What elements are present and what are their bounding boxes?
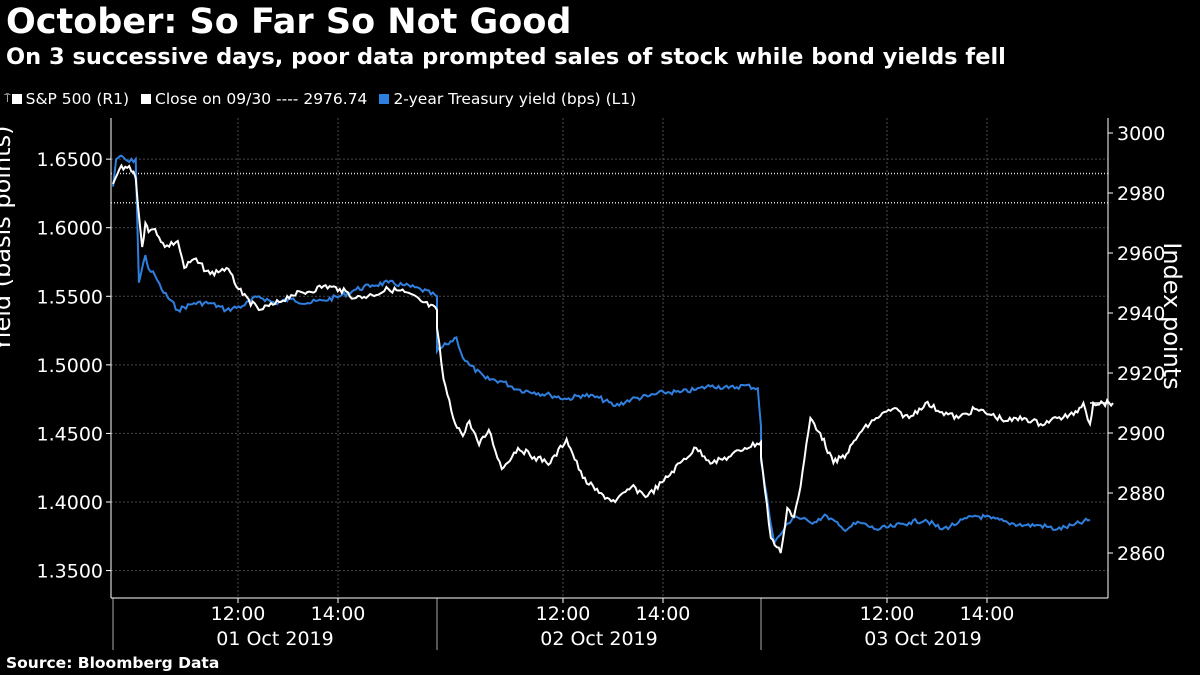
series-line-treasury — [112, 154, 1091, 547]
tick-label-time: 14:00 — [960, 603, 1015, 625]
tick-label-time: 12:00 — [860, 603, 915, 625]
axes — [106, 118, 1113, 650]
pin-icon: ⍑ — [4, 92, 11, 105]
day-label: 01 Oct 2019 — [216, 628, 333, 650]
tick-label-right: 2960 — [1117, 243, 1165, 265]
day-label: 03 Oct 2019 — [864, 628, 981, 650]
tick-label-left: 1.5500 — [37, 286, 103, 308]
series-line-sp500 — [112, 163, 1114, 554]
tick-label-right: 3000 — [1117, 123, 1165, 145]
tick-label-right: 2860 — [1117, 543, 1165, 565]
y-axis-right-title: Index points — [1158, 242, 1186, 390]
legend-label-close: Close on 09/30 ---- 2976.74 — [155, 90, 368, 108]
chart-title: October: So Far So Not Good — [6, 2, 572, 42]
tick-label-right: 2880 — [1117, 483, 1165, 505]
tick-label-left: 1.4500 — [37, 423, 103, 445]
tick-label-left: 1.3500 — [37, 561, 103, 583]
legend-item-sp500[interactable]: ⍑ S&P 500 (R1) — [4, 90, 129, 108]
legend-swatch-close — [141, 94, 152, 104]
y-axis-left-title: Yield (basis points) — [0, 125, 16, 352]
tick-label-right: 2920 — [1117, 363, 1165, 385]
tick-label-left: 1.5000 — [37, 355, 103, 377]
tick-label-time: 12:00 — [211, 603, 266, 625]
legend-label-treasury: 2-year Treasury yield (bps) (L1) — [393, 90, 637, 108]
legend-label-sp500: S&P 500 (R1) — [25, 90, 130, 108]
tick-label-left: 1.6000 — [37, 218, 103, 240]
legend-item-treasury[interactable]: 2-year Treasury yield (bps) (L1) — [379, 90, 636, 108]
tick-label-time: 14:00 — [636, 603, 691, 625]
axis-labels: 1.3500 1.4000 1.4500 1.5000 1.5500 1.6000 1.65… — [37, 123, 1166, 650]
day-label: 02 Oct 2019 — [540, 628, 657, 650]
legend-swatch-treasury — [379, 94, 390, 104]
gridlines — [111, 118, 1108, 598]
tick-label-right: 2980 — [1117, 183, 1165, 205]
tick-label-right: 2940 — [1117, 303, 1165, 325]
tick-label-left: 1.6500 — [37, 149, 103, 171]
chart-subtitle: On 3 successive days, poor data prompted… — [6, 44, 1006, 70]
legend: ⍑ S&P 500 (R1) Close on 09/30 ---- 2976.… — [4, 90, 648, 108]
tick-label-time: 12:00 — [536, 603, 591, 625]
tick-label-right: 2900 — [1117, 423, 1165, 445]
tick-label-left: 1.4000 — [37, 492, 103, 514]
series-group — [111, 154, 1114, 554]
tick-label-time: 14:00 — [311, 603, 366, 625]
legend-item-close[interactable]: Close on 09/30 ---- 2976.74 — [141, 90, 367, 108]
source-note: Source: Bloomberg Data — [6, 654, 220, 672]
legend-swatch-sp500 — [11, 94, 22, 104]
